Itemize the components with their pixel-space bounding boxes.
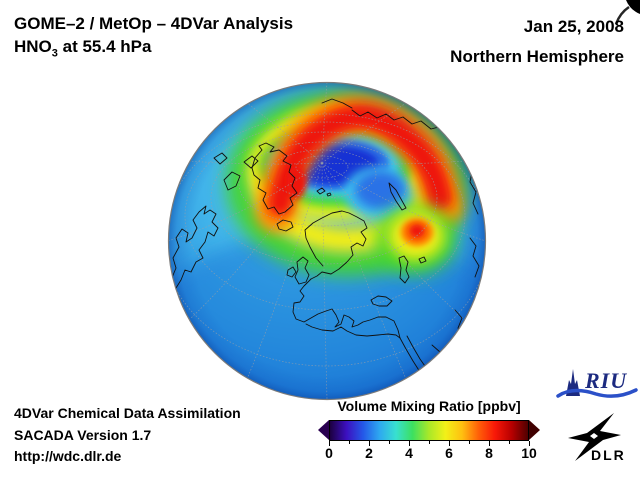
credit-line-2: SACADA Version 1.7 [14, 426, 152, 443]
riu-logo [556, 369, 638, 398]
tick-10: 10 [521, 445, 537, 461]
species-subscript: 3 [51, 47, 58, 60]
hno3-field [168, 82, 486, 400]
species-label: HNO [14, 37, 52, 56]
dlr-star-cutout [590, 433, 598, 439]
colorbar-tick-labels: 0 2 4 6 8 10 [318, 445, 540, 463]
riu-wave-icon [556, 388, 638, 398]
riu-logo-text: RIU [585, 368, 628, 393]
dlr-logo-text: DLR [591, 447, 626, 463]
hemisphere-label: Northern Hemisphere [450, 47, 624, 66]
plot-subtitle: HNO3 at 55.4 hPa [14, 35, 293, 65]
tick-6: 6 [445, 445, 453, 461]
colorbar-right-arrow [529, 420, 540, 440]
date-region-block: Jan 25, 2008 Northern Hemisphere [450, 12, 624, 72]
date-label: Jan 25, 2008 [523, 17, 624, 36]
credit-line-1: 4DVar Chemical Data Assimilation [14, 405, 241, 421]
corner-artifact [614, 0, 640, 25]
tick-4: 4 [405, 445, 413, 461]
credits-block: 4DVar Chemical Data Assimilation SACADA … [14, 403, 241, 468]
tick-2: 2 [365, 445, 373, 461]
plot-title-block: GOME–2 / MetOp – 4DVar Analysis HNO3 at … [14, 12, 293, 65]
level-label: at 55.4 hPa [57, 37, 152, 56]
tick-0: 0 [325, 445, 333, 461]
graticule [168, 82, 486, 400]
colorbar-tickmarks [318, 441, 540, 446]
globe-outline [167, 81, 487, 401]
tick-8: 8 [485, 445, 493, 461]
dlr-logo [568, 413, 621, 461]
colorbar-title: Volume Mixing Ratio [ppbv] [337, 398, 521, 414]
colorbar-left-arrow [318, 420, 329, 440]
colorbar: Volume Mixing Ratio [ppbv] 0 2 4 6 8 10 [318, 398, 540, 470]
colorbar-gradient [329, 420, 529, 441]
credit-url: http://wdc.dlr.de [14, 448, 122, 464]
plot-title: GOME–2 / MetOp – 4DVar Analysis [14, 14, 294, 33]
